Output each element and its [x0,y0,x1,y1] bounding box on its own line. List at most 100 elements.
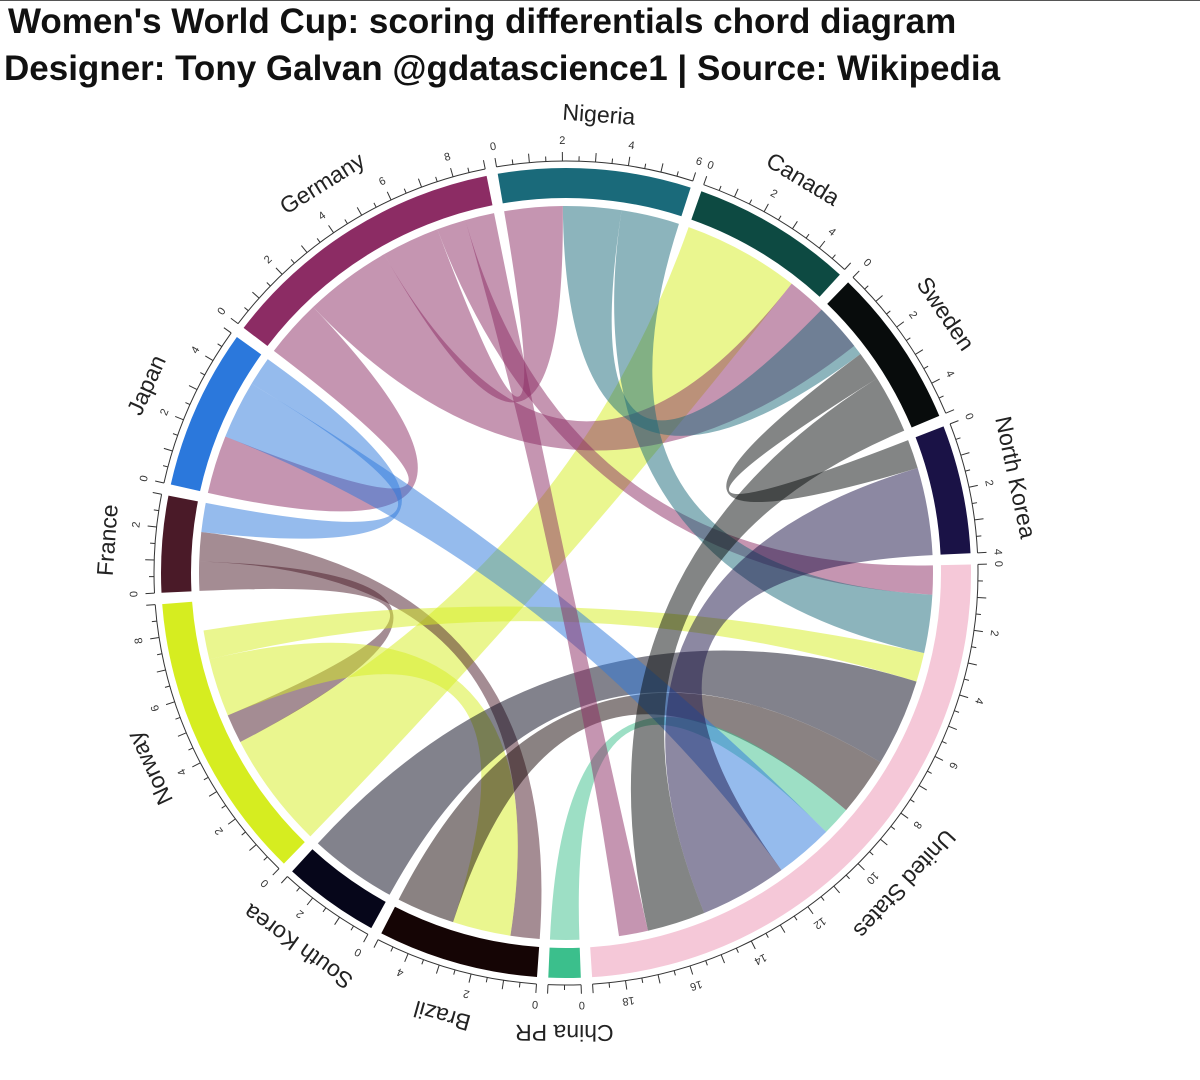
tick-mark [592,984,594,994]
tick-mark [373,939,379,948]
tick-label: 4 [176,767,189,778]
tick-mark [223,327,232,334]
tick-label: 6 [149,703,162,713]
tick-mark [244,307,249,312]
tick-mark [162,465,169,468]
tick-mark [421,959,425,965]
tick-label: 4 [991,549,1003,556]
tick-mark [177,732,187,737]
tick-mark [641,977,644,983]
tick-mark [869,851,874,856]
sector-united-states [590,564,972,978]
tick-mark [793,915,798,921]
tick-label: 6 [946,760,959,771]
tick-label: 0 [706,159,716,172]
tick-mark [748,199,753,205]
tick-mark [733,188,739,198]
tick-mark [880,838,888,846]
tick-mark [146,604,156,606]
tick-mark [660,163,664,173]
tick-mark [886,310,891,315]
tick-mark [820,896,825,901]
tick-mark [974,518,984,521]
tick-mark [453,969,456,975]
sector-label-germany: Germany [275,147,369,219]
tick-mark [468,973,472,983]
tick-mark [941,740,947,744]
tick-label: 4 [943,368,956,379]
tick-mark [973,629,983,633]
tick-mark [905,337,911,342]
tick-mark [150,636,160,640]
tick-mark [205,355,214,361]
tick-mark [192,762,201,768]
tick-mark [705,960,708,966]
tick-mark [945,409,955,414]
tick-mark [208,791,217,797]
tick-mark [518,982,521,988]
tick-mark [948,725,958,730]
tick-mark [266,282,271,287]
tick-mark [608,982,611,988]
tick-mark [263,856,268,861]
tick-mark [689,965,694,975]
tick-mark [833,885,841,894]
tick-mark [164,685,170,688]
tick-mark [485,977,488,983]
sector-axis-sweden [852,277,947,414]
tick-label: 4 [395,965,405,978]
tick-label: 4 [189,344,202,355]
link-japan-france [201,359,402,539]
tick-label: 8 [443,151,452,164]
tick-mark [923,365,929,370]
sector-brazil [381,906,540,977]
tick-mark [735,947,739,953]
sector-label-nigeria: Nigeria [562,99,637,130]
tick-mark [535,983,537,993]
tick-mark [241,831,246,836]
tick-mark [301,245,308,253]
tick-mark [909,799,915,803]
tick-mark [595,153,597,163]
tick-mark [417,178,423,188]
tick-mark [147,525,157,528]
tick-mark [845,874,850,880]
tick-mark [450,167,454,177]
tick-mark [927,770,932,774]
link-norway-brazil [209,642,518,936]
sector-label-north-korea: North Korea [990,414,1041,541]
tick-mark [960,452,970,456]
tick-label: 0 [532,998,539,1010]
tick-mark [818,240,826,249]
tick-mark [977,596,987,599]
link-brazil-united-states [398,692,881,923]
tick-mark [955,437,961,440]
tick-mark [938,395,944,399]
tick-mark [188,385,198,391]
tick-label: 2 [130,521,143,528]
tick-label: 14 [752,951,768,967]
tick-mark [151,620,157,623]
tick-mark [174,416,184,421]
tick-mark [467,167,470,173]
tick-mark [165,701,175,706]
link-sweden-united-states [630,378,905,931]
tick-mark [306,897,314,906]
tick-label: 2 [294,907,306,920]
sector-axis-france [153,494,163,594]
tick-label: 12 [811,914,828,931]
tick-mark [175,716,181,720]
tick-mark [403,188,407,194]
tick-label: 2 [982,479,995,487]
link-nigeria-sweden [562,206,861,436]
tick-mark [152,492,162,495]
tick-mark [188,747,194,751]
link-north-korea-united-states [665,468,933,913]
tick-label: 6 [694,155,704,168]
tick-mark [172,433,178,436]
tick-mark [185,402,191,406]
tick-mark [334,916,340,925]
tick-mark [765,933,769,938]
sector-france [161,495,198,593]
